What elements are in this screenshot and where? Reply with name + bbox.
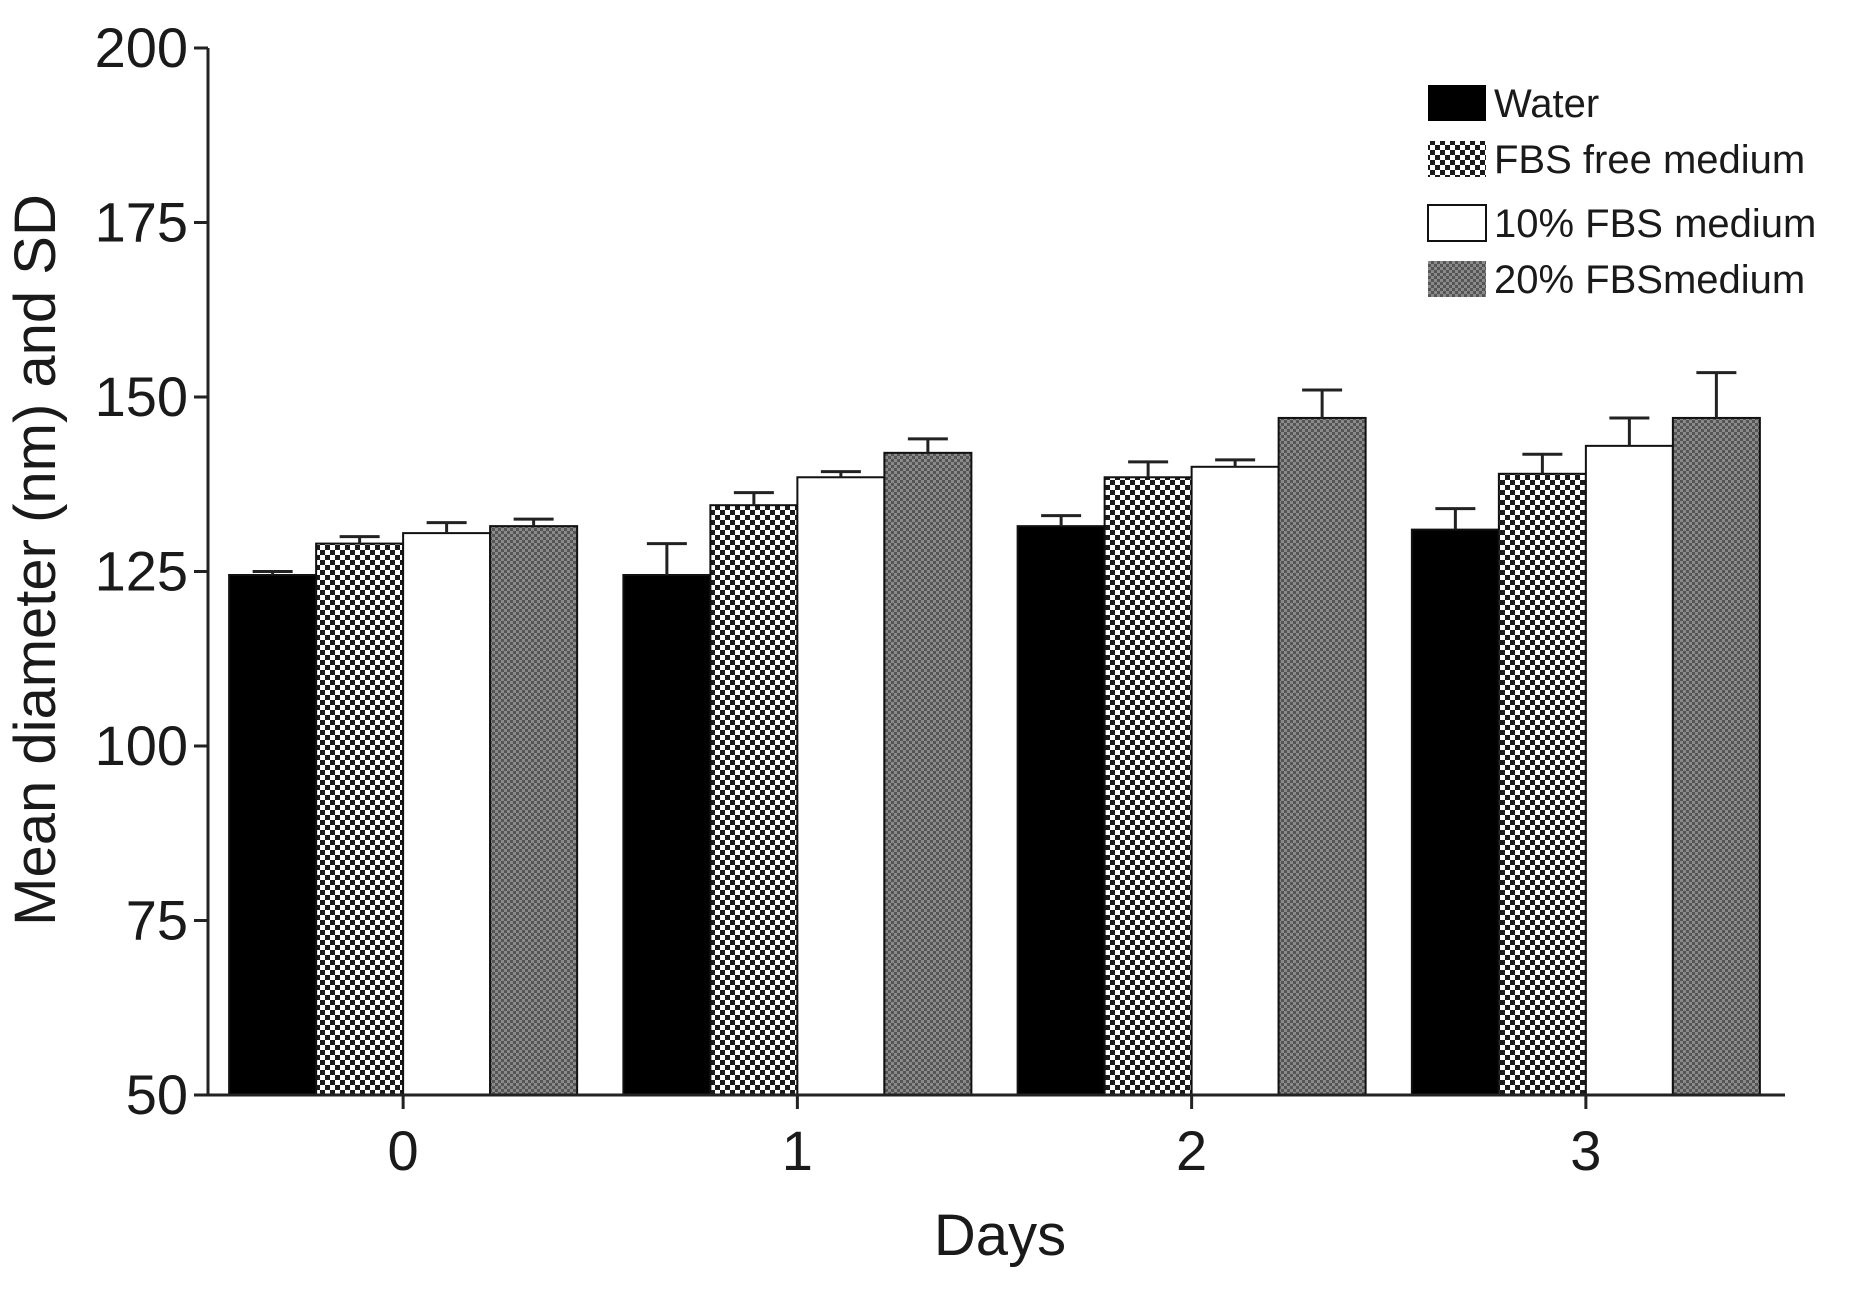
y-tick-label: 175 xyxy=(95,191,188,254)
legend-swatch xyxy=(1428,85,1486,121)
bar-10-fbs-medium-day-2 xyxy=(1190,465,1280,1096)
y-tick-label: 150 xyxy=(95,365,188,428)
legend-swatch xyxy=(1428,141,1486,177)
y-tick-label: 50 xyxy=(126,1063,188,1126)
x-tick-label: 3 xyxy=(1570,1119,1601,1182)
legend-label: FBS free medium xyxy=(1494,138,1805,182)
bar-20-fbsmedium-day-3 xyxy=(1671,416,1761,1096)
legend-swatch xyxy=(1427,204,1487,242)
bar-20-fbsmedium-day-1 xyxy=(883,451,973,1096)
y-ticks: 50 75 100 125 150 175 200 xyxy=(95,16,208,1126)
x-tick-label: 2 xyxy=(1176,1119,1207,1182)
y-tick-label: 125 xyxy=(95,540,188,603)
bar-10-fbs-medium-day-0 xyxy=(402,532,492,1096)
legend-swatch xyxy=(1428,261,1486,297)
bars-layer xyxy=(228,416,1761,1096)
y-tick-label: 75 xyxy=(126,889,188,952)
bar-fbs-free-medium-day-0 xyxy=(315,542,405,1096)
bar-10-fbs-medium-day-1 xyxy=(796,476,886,1096)
bar-fbs-free-medium-day-1 xyxy=(709,504,799,1096)
bar-20-fbsmedium-day-2 xyxy=(1277,416,1367,1096)
bar-20-fbsmedium-day-0 xyxy=(489,525,579,1096)
y-tick-label: 100 xyxy=(95,714,188,777)
legend-label: Water xyxy=(1494,82,1599,126)
bar-water-day-2 xyxy=(1016,525,1106,1096)
bar-fbs-free-medium-day-3 xyxy=(1497,472,1587,1096)
bar-fbs-free-medium-day-2 xyxy=(1103,476,1193,1096)
bar-10-fbs-medium-day-3 xyxy=(1584,444,1674,1096)
bar-water-day-0 xyxy=(228,573,318,1096)
x-tick-label: 1 xyxy=(782,1119,813,1182)
x-axis-title: Days xyxy=(934,1203,1066,1268)
y-axis-title: Mean diameter (nm) and SD xyxy=(3,194,68,926)
bar-water-day-1 xyxy=(622,573,712,1096)
legend: Water FBS free medium 10% FBS medium 20% FB… xyxy=(1427,82,1816,302)
legend-label: 10% FBS medium xyxy=(1494,202,1816,246)
bar-water-day-3 xyxy=(1410,528,1500,1096)
error-bars-layer xyxy=(252,371,1737,575)
legend-label: 20% FBSmedium xyxy=(1494,258,1805,302)
x-tick-label: 0 xyxy=(388,1119,419,1182)
x-ticks: 0 1 2 3 xyxy=(388,1095,1601,1182)
y-tick-label: 200 xyxy=(95,16,188,79)
